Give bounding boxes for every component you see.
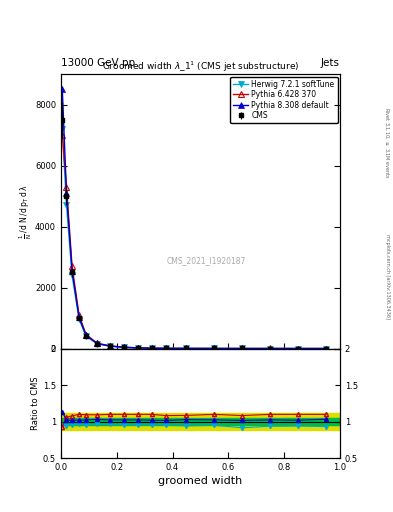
Herwig 7.2.1 softTune (70, 272, 74, 279)
Line: Pythia 8.308 default: Pythia 8.308 default (59, 87, 329, 351)
Pythia 6.428 370 (163, 345, 168, 351)
Herwig 7.2.1 softTune (240, 346, 244, 352)
Pythia 6.428 370 (296, 346, 300, 352)
Herwig 7.2.1 softTune (268, 346, 273, 352)
Pythia 8.308 default (212, 346, 217, 352)
Pythia 8.308 default (149, 345, 154, 351)
Pythia 8.308 default (60, 87, 65, 93)
Pythia 8.308 default (324, 346, 329, 352)
Pythia 6.428 370 (184, 345, 189, 351)
Pythia 6.428 370 (268, 346, 273, 352)
Pythia 6.428 370 (107, 343, 112, 349)
Herwig 7.2.1 softTune (60, 126, 65, 132)
Pythia 8.308 default (135, 345, 140, 351)
Pythia 8.308 default (240, 346, 244, 352)
Herwig 7.2.1 softTune (184, 346, 189, 352)
X-axis label: groomed width: groomed width (158, 476, 242, 486)
Text: Rivet 3.1.10, $\geq$ 3.1M events: Rivet 3.1.10, $\geq$ 3.1M events (383, 108, 391, 179)
Herwig 7.2.1 softTune (163, 345, 168, 351)
Pythia 6.428 370 (95, 340, 99, 346)
Herwig 7.2.1 softTune (324, 346, 329, 352)
Legend: Herwig 7.2.1 softTune, Pythia 6.428 370, Pythia 8.308 default, CMS: Herwig 7.2.1 softTune, Pythia 6.428 370,… (230, 76, 338, 123)
Pythia 6.428 370 (324, 346, 329, 352)
Pythia 6.428 370 (212, 346, 217, 352)
Line: Herwig 7.2.1 softTune: Herwig 7.2.1 softTune (59, 126, 329, 351)
Line: Pythia 6.428 370: Pythia 6.428 370 (59, 133, 329, 351)
Pythia 8.308 default (121, 344, 126, 350)
Title: Groomed width $\lambda\_1^1$ (CMS jet substructure): Groomed width $\lambda\_1^1$ (CMS jet su… (102, 60, 299, 74)
Pythia 8.308 default (184, 345, 189, 351)
Herwig 7.2.1 softTune (95, 340, 99, 347)
Pythia 6.428 370 (70, 263, 74, 269)
Pythia 8.308 default (70, 268, 74, 274)
Y-axis label: Ratio to CMS: Ratio to CMS (31, 376, 40, 430)
Herwig 7.2.1 softTune (296, 346, 300, 352)
Pythia 6.428 370 (84, 331, 88, 337)
Herwig 7.2.1 softTune (121, 344, 126, 350)
Text: mcplots.cern.ch [arXiv:1306.3436]: mcplots.cern.ch [arXiv:1306.3436] (385, 234, 389, 319)
Herwig 7.2.1 softTune (135, 345, 140, 351)
Pythia 8.308 default (107, 343, 112, 349)
Herwig 7.2.1 softTune (64, 202, 69, 208)
Y-axis label: $\frac{1}{\mathrm{N}}\,/\,\mathrm{d\,N}\,/\,\mathrm{d\,p_T}\,\mathrm{d\,\lambda}: $\frac{1}{\mathrm{N}}\,/\,\mathrm{d\,N}\… (17, 184, 33, 239)
Pythia 8.308 default (64, 190, 69, 196)
Herwig 7.2.1 softTune (212, 346, 217, 352)
Pythia 8.308 default (163, 345, 168, 351)
Pythia 8.308 default (84, 332, 88, 338)
Pythia 6.428 370 (77, 312, 81, 318)
Pythia 8.308 default (77, 314, 81, 321)
Pythia 6.428 370 (64, 184, 69, 190)
Pythia 8.308 default (296, 346, 300, 352)
Text: 13000 GeV pp: 13000 GeV pp (61, 57, 135, 68)
Herwig 7.2.1 softTune (149, 345, 154, 351)
Pythia 6.428 370 (149, 345, 154, 351)
Pythia 6.428 370 (240, 346, 244, 352)
Pythia 6.428 370 (135, 345, 140, 351)
Text: CMS_2021_I1920187: CMS_2021_I1920187 (166, 256, 246, 265)
Herwig 7.2.1 softTune (84, 333, 88, 339)
Pythia 6.428 370 (121, 344, 126, 350)
Herwig 7.2.1 softTune (107, 343, 112, 349)
Text: Jets: Jets (321, 57, 340, 68)
Pythia 6.428 370 (60, 132, 65, 138)
Pythia 8.308 default (268, 346, 273, 352)
Pythia 8.308 default (95, 340, 99, 347)
Herwig 7.2.1 softTune (77, 316, 81, 322)
